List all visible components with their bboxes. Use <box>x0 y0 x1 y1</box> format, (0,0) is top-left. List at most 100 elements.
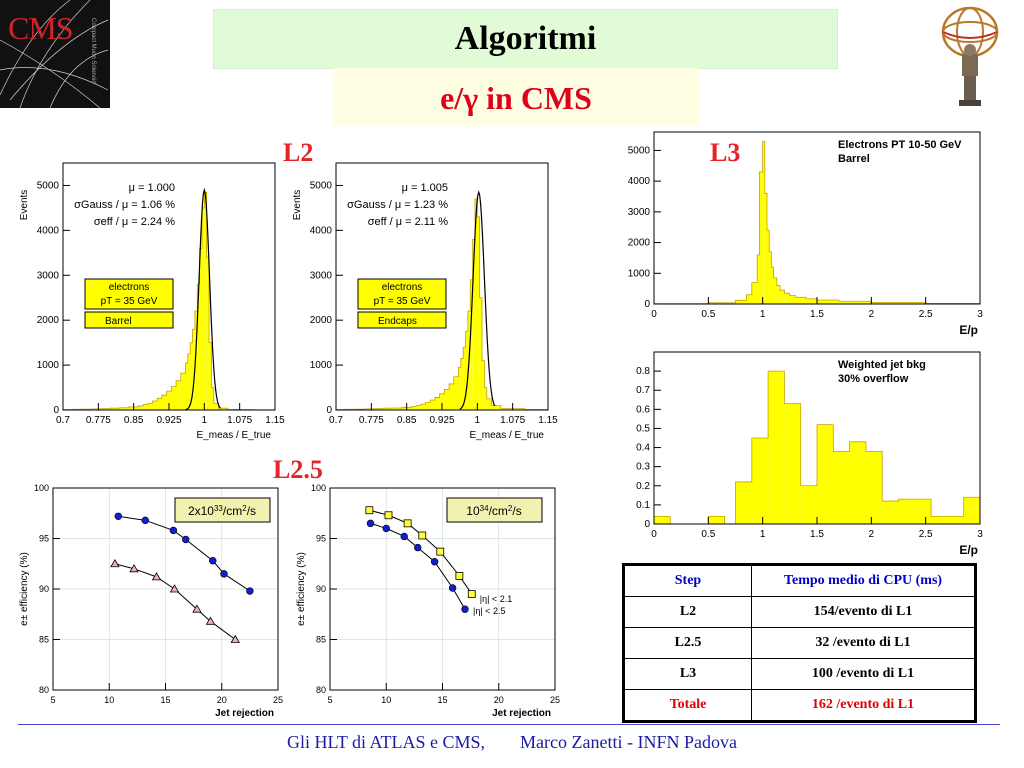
x-tick-label: 0.5 <box>701 309 715 320</box>
histogram-bin <box>800 485 817 524</box>
table-row: L2.5 32 /evento di L1 <box>624 627 975 659</box>
y-tick-label: 0 <box>326 405 332 416</box>
y-tick-label: 0.6 <box>636 404 650 415</box>
histogram-bin <box>100 408 111 410</box>
y-tick-label: 0.8 <box>636 366 650 377</box>
histogram-bin <box>470 279 473 410</box>
data-point <box>209 557 217 565</box>
x-tick-label: 0.925 <box>429 415 454 426</box>
chart-legend-text: 30% overflow <box>838 373 909 385</box>
x-tick-label: 1 <box>475 415 481 426</box>
data-point <box>205 616 216 625</box>
footer-divider <box>18 724 1000 725</box>
histogram-bin <box>185 362 188 410</box>
chart-legend-text: Barrel <box>838 153 870 165</box>
x-tick-label: 0 <box>651 529 657 540</box>
x-axis-label: Jet rejection <box>492 708 551 718</box>
histogram-outline <box>62 191 276 411</box>
series-line <box>118 515 251 592</box>
histogram-bin <box>194 311 198 410</box>
histogram-bin <box>197 284 200 410</box>
histogram-bin <box>425 402 431 410</box>
table-row: L2 154/evento di L1 <box>624 596 975 628</box>
y-tick-label: 5000 <box>37 180 60 191</box>
histogram-bin <box>392 407 402 410</box>
histogram-bin <box>871 302 926 304</box>
histogram-bin <box>759 171 763 304</box>
luminosity-box <box>174 497 271 523</box>
histogram-bin <box>931 516 964 524</box>
y-tick-label: 3000 <box>37 270 60 281</box>
data-point <box>448 584 457 592</box>
x-tick-label: 1.5 <box>810 529 824 540</box>
y-tick-label: 0 <box>644 299 650 310</box>
histogram-bin <box>91 408 101 410</box>
table-header-step: Step <box>624 565 752 597</box>
x-tick-label: 3 <box>977 529 983 540</box>
histogram-bin <box>484 387 487 410</box>
fit-stat-text: σGauss / μ = 1.06 % <box>74 199 175 211</box>
histogram-bin <box>768 371 785 524</box>
cms-logo: CMS Compact Muon Solenoid <box>0 0 110 108</box>
y-tick-label: 80 <box>39 685 49 695</box>
x-tick-label: 0 <box>651 309 657 320</box>
histogram-bin <box>110 408 120 410</box>
x-tick-label: 1.075 <box>227 415 252 426</box>
series-line <box>369 509 473 595</box>
histogram-bin <box>453 376 459 410</box>
x-tick-label: 15 <box>437 695 447 705</box>
series-line <box>370 522 466 610</box>
histogram-bin <box>817 424 834 524</box>
y-tick-label: 95 <box>316 534 326 544</box>
y-tick-label: 90 <box>316 584 326 594</box>
y-tick-label: 80 <box>316 685 326 695</box>
histogram-bin <box>430 400 435 410</box>
histogram-bin <box>180 373 186 410</box>
histogram-bin <box>767 230 770 304</box>
histogram-bin <box>806 298 817 304</box>
histogram-bin <box>199 248 202 410</box>
chart-legend-text: Electrons PT 10-50 GeV <box>838 139 962 151</box>
y-axis-label: Events <box>292 190 303 221</box>
histogram-bin <box>364 408 374 410</box>
cms-logo-subtext: Compact Muon Solenoid <box>90 18 96 84</box>
histogram-bin <box>211 387 214 410</box>
x-tick-label: 1 <box>760 529 766 540</box>
histogram-bin <box>769 251 772 304</box>
histogram-bin <box>882 501 899 524</box>
data-point <box>246 587 254 595</box>
fit-stat-text: σGauss / μ = 1.23 % <box>347 199 448 211</box>
histogram-bin <box>206 257 210 410</box>
table-header-cpu: Tempo medio di CPU (ms) <box>751 565 975 597</box>
legend-box <box>357 278 447 310</box>
histogram-bin <box>434 397 440 410</box>
page-title: Algoritmi <box>213 9 838 69</box>
histogram-bin <box>784 403 801 524</box>
data-point <box>220 570 228 578</box>
footer-left: Gli HLT di ATLAS e CMS, <box>287 732 486 752</box>
data-point <box>467 590 476 598</box>
data-point <box>182 535 190 544</box>
x-tick-label: 20 <box>494 695 504 705</box>
y-tick-label: 1000 <box>310 360 333 371</box>
data-point <box>366 519 375 528</box>
histogram-bin <box>439 393 445 410</box>
x-tick-label: 15 <box>160 695 170 705</box>
histogram-outline <box>653 370 981 525</box>
data-point <box>382 524 390 533</box>
y-tick-label: 0.2 <box>636 481 650 492</box>
x-axis-label: E/p <box>959 543 978 557</box>
histogram-bin <box>147 403 153 410</box>
y-tick-label: 3000 <box>628 207 651 218</box>
y-tick-label: 4000 <box>310 225 333 236</box>
chart-l2-barrel: 0.7 0.775 0.85 0.925 1 1.075 1.15 0 1000 2000 3000… <box>19 162 285 441</box>
histogram-bin <box>757 254 760 304</box>
y-tick-label: 2000 <box>628 238 651 249</box>
data-point <box>436 547 445 556</box>
legend-text: pT = 35 GeV <box>101 296 158 307</box>
y-tick-label: 100 <box>34 483 49 493</box>
x-tick-label: 10 <box>381 695 391 705</box>
fit-stat-text: μ = 1.000 <box>129 182 175 194</box>
x-tick-label: 2 <box>869 309 875 320</box>
gaussian-fit-line <box>459 190 496 410</box>
